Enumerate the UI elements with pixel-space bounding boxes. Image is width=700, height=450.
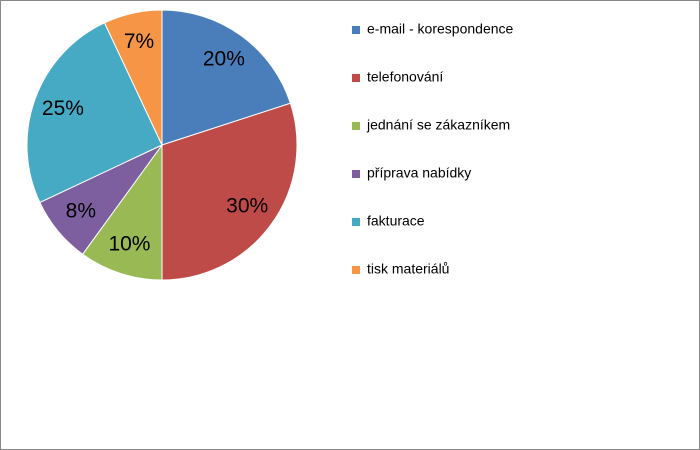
legend-label: příprava nabídky [367, 165, 471, 181]
pie-slice [26, 22, 163, 204]
data-label: 20% [203, 47, 245, 70]
pie-slice [81, 143, 163, 281]
legend-swatch [352, 218, 360, 226]
data-label: 10% [108, 233, 150, 256]
legend-label: e-mail - korespondence [367, 21, 514, 37]
legend-label: fakturace [367, 213, 425, 229]
data-label: 7% [124, 30, 154, 53]
pie-slice [161, 9, 292, 146]
legend-swatch [352, 266, 360, 274]
legend-label: telefonování [367, 69, 443, 85]
legend-label: tisk materiálů [367, 261, 449, 277]
data-label: 30% [226, 194, 268, 217]
data-label: 8% [66, 200, 96, 223]
legend-swatch [352, 26, 360, 34]
pie-slice [103, 9, 163, 146]
legend-swatch [352, 74, 360, 82]
pie-slice [161, 102, 298, 281]
legend-swatch [352, 122, 360, 130]
legend-label: jednání se zákazníkem [366, 117, 510, 133]
legend-swatch [352, 170, 360, 178]
data-label: 25% [42, 97, 84, 120]
